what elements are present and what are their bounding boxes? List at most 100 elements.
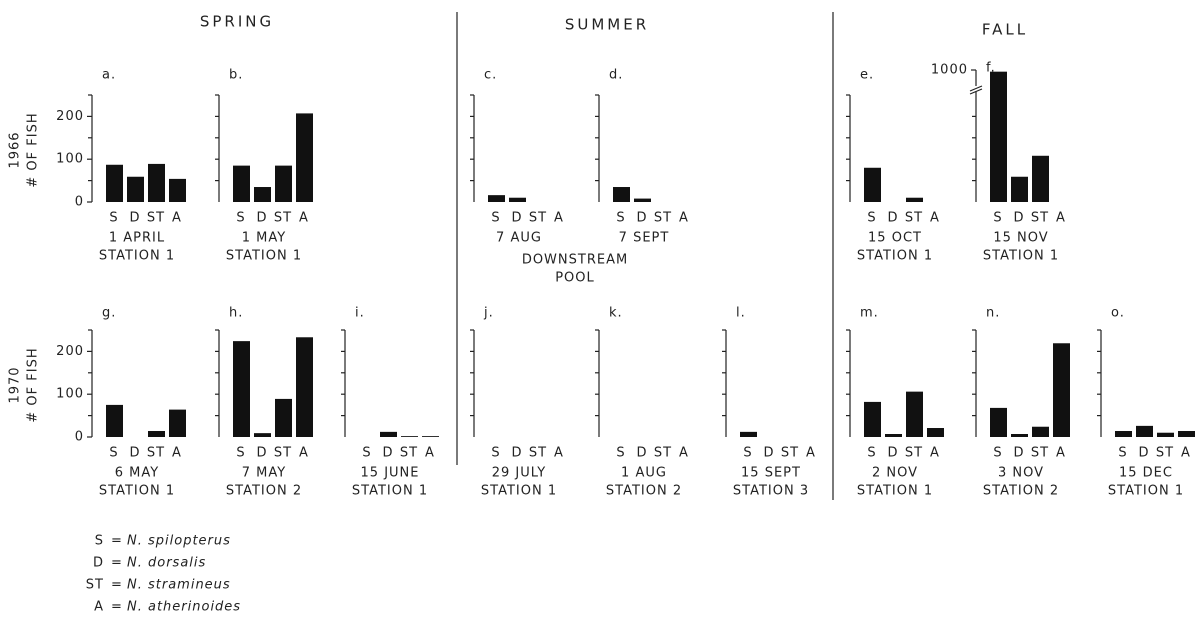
legend-eq: = xyxy=(111,556,123,571)
bar xyxy=(106,404,123,437)
panel-label: b. xyxy=(229,68,243,83)
x-tick-label: D xyxy=(511,446,522,461)
legend-eq: = xyxy=(111,534,123,549)
x-tick-label: D xyxy=(129,446,140,461)
legend-name: N. atherinoides xyxy=(127,600,241,615)
legend-eq: = xyxy=(111,600,123,615)
caption: STATION 1 xyxy=(983,249,1059,264)
y-tick-label: 1000 xyxy=(931,63,968,78)
x-tick-label: A xyxy=(299,211,309,226)
x-tick-label: ST xyxy=(781,446,799,461)
legend: S = N. spilopterus D = N. dorsalis ST = … xyxy=(86,534,241,615)
bar xyxy=(233,341,250,437)
x-tick-label: ST xyxy=(654,446,672,461)
bar xyxy=(148,431,165,437)
legend-name: N. dorsalis xyxy=(127,556,206,571)
panel-label: f. xyxy=(986,61,996,76)
bar xyxy=(885,434,902,437)
x-tick-label: D xyxy=(256,446,267,461)
bar xyxy=(1053,343,1070,437)
x-tick-label: ST xyxy=(147,211,165,226)
x-tick-label: A xyxy=(172,211,182,226)
x-tick-label: S xyxy=(1118,446,1127,461)
x-tick-label: A xyxy=(299,446,309,461)
bar xyxy=(233,165,250,202)
x-tick-label: A xyxy=(172,446,182,461)
x-tick-label: S xyxy=(616,446,625,461)
x-tick-label: ST xyxy=(905,446,923,461)
caption: 15 JUNE xyxy=(361,466,420,481)
caption: 1 MAY xyxy=(242,231,286,246)
bar xyxy=(990,407,1007,437)
x-tick-label: ST xyxy=(274,211,292,226)
bar xyxy=(254,187,271,202)
legend-code: ST xyxy=(86,578,104,593)
panel-label: i. xyxy=(355,306,365,321)
x-tick-label: S xyxy=(109,446,118,461)
caption: 1 AUG xyxy=(621,466,667,481)
bar xyxy=(1032,426,1049,437)
x-tick-label: S xyxy=(491,446,500,461)
legend-code: S xyxy=(95,534,104,549)
x-tick-label: D xyxy=(1013,211,1024,226)
caption: STATION 2 xyxy=(983,484,1059,499)
x-tick-label: ST xyxy=(1156,446,1174,461)
bar xyxy=(864,401,881,437)
bar xyxy=(1178,431,1195,437)
panel-label: l. xyxy=(736,306,746,321)
y-tick-label: 100 xyxy=(56,152,84,167)
panel-label: d. xyxy=(609,68,623,83)
bar xyxy=(106,164,123,202)
caption: STATION 1 xyxy=(99,249,175,264)
x-tick-label: S xyxy=(362,446,371,461)
x-tick-label: ST xyxy=(1031,446,1049,461)
x-tick-label: ST xyxy=(529,211,547,226)
caption: 15 NOV xyxy=(993,231,1048,246)
x-tick-label: D xyxy=(887,446,898,461)
bar xyxy=(1032,155,1049,202)
x-tick-label: A xyxy=(554,211,564,226)
bar xyxy=(906,197,923,202)
x-tick-label: ST xyxy=(1031,211,1049,226)
panel-label: c. xyxy=(484,68,497,83)
panel-label: a. xyxy=(102,68,116,83)
caption: 1 APRIL xyxy=(109,231,165,246)
season-header: FALL xyxy=(982,21,1028,39)
bar xyxy=(1115,431,1132,437)
break-mark xyxy=(969,85,983,92)
bar xyxy=(740,431,757,437)
bar xyxy=(1011,434,1028,437)
x-tick-label: ST xyxy=(905,211,923,226)
bar xyxy=(422,436,439,437)
caption: STATION 1 xyxy=(857,249,933,264)
break-mark xyxy=(969,88,983,95)
caption: 2 NOV xyxy=(872,466,918,481)
panel-label: m. xyxy=(860,306,879,321)
x-tick-label: A xyxy=(679,211,689,226)
x-tick-label: S xyxy=(993,446,1002,461)
legend-name: N. stramineus xyxy=(127,578,231,593)
row-year: 1970 xyxy=(8,366,23,403)
bar xyxy=(254,433,271,437)
x-tick-label: D xyxy=(1138,446,1149,461)
x-tick-label: A xyxy=(1056,211,1066,226)
panel-label: n. xyxy=(986,306,1000,321)
bar xyxy=(1136,425,1153,437)
caption: 3 NOV xyxy=(998,466,1044,481)
x-tick-label: ST xyxy=(400,446,418,461)
x-tick-label: S xyxy=(236,446,245,461)
x-tick-label: S xyxy=(993,211,1002,226)
y-tick-label: 0 xyxy=(75,195,84,210)
bar xyxy=(927,428,944,437)
x-tick-label: A xyxy=(1056,446,1066,461)
x-tick-label: S xyxy=(109,211,118,226)
x-tick-label: D xyxy=(636,446,647,461)
caption: STATION 1 xyxy=(99,484,175,499)
caption: 7 SEPT xyxy=(619,231,670,246)
caption: STATION 1 xyxy=(1108,484,1184,499)
x-tick-label: A xyxy=(930,446,940,461)
bar xyxy=(509,197,526,202)
legend-code: A xyxy=(94,600,104,615)
row-label: # OF FISH xyxy=(26,347,41,422)
